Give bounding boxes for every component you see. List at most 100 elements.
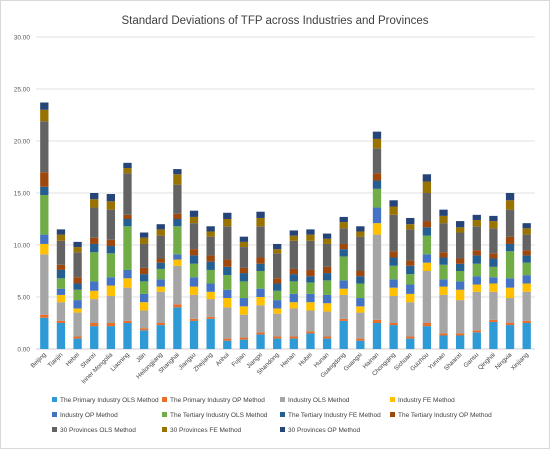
bar-segment xyxy=(173,259,182,266)
legend-label: Industry OLS Method xyxy=(288,397,350,404)
bar-segment xyxy=(189,277,199,287)
bar-segment xyxy=(256,211,265,218)
legend-label: The Primary Industry OLS Method xyxy=(60,397,159,404)
bar-segment xyxy=(73,277,82,284)
bar-segment xyxy=(123,162,132,169)
bar-stack xyxy=(406,217,415,349)
bar-segment xyxy=(406,260,415,266)
bar-segment xyxy=(389,325,398,349)
bar-segment xyxy=(322,273,332,281)
y-tick-label: 20.00 xyxy=(14,138,31,145)
bar-segment xyxy=(406,302,415,337)
bar-segment xyxy=(273,336,282,339)
y-tick-label: 25.00 xyxy=(14,86,31,93)
bar-segment xyxy=(206,299,215,317)
bar-segment xyxy=(239,306,249,315)
bar-stack xyxy=(56,229,66,349)
bar-segment xyxy=(73,289,82,301)
bar-segment xyxy=(372,188,382,208)
bar-stack xyxy=(439,209,448,349)
bar-segment xyxy=(472,255,481,264)
bar-segment xyxy=(372,207,382,224)
bar-segment xyxy=(256,217,265,227)
bar-stack xyxy=(73,241,82,349)
bar-segment xyxy=(40,121,49,173)
bar-segment xyxy=(505,323,515,326)
bar-segment xyxy=(522,275,531,284)
bar-segment xyxy=(239,247,249,268)
bar-segment xyxy=(522,283,531,292)
bar-segment xyxy=(406,338,415,349)
bar-segment xyxy=(455,335,465,349)
bar-segment xyxy=(372,319,382,323)
legend-item: 30 Provinces OLS Method xyxy=(52,427,136,434)
bar-segment xyxy=(472,291,481,331)
bar-segment xyxy=(372,138,382,149)
legend-swatch xyxy=(162,397,167,402)
bar-segment xyxy=(472,220,481,227)
bar-segment xyxy=(273,300,282,309)
bar-segment xyxy=(173,174,182,185)
bar-segment xyxy=(489,321,498,349)
legend-swatch xyxy=(280,427,285,432)
bar-segment xyxy=(339,216,348,223)
bar-segment xyxy=(356,231,365,237)
legend-label: 30 Provinces OLS Method xyxy=(60,427,136,434)
bar-segment xyxy=(306,333,315,349)
bar-segment xyxy=(206,226,215,232)
bar-segment xyxy=(455,232,465,259)
bar-segment xyxy=(189,294,199,319)
bar-segment xyxy=(389,287,398,296)
bar-segment xyxy=(156,286,165,292)
bar-segment xyxy=(372,223,382,235)
bar-segment xyxy=(522,320,531,323)
bar-segment xyxy=(73,300,82,309)
bar-segment xyxy=(389,265,398,280)
bar-segment xyxy=(156,268,165,280)
bar-segment xyxy=(406,336,415,339)
bar-segment xyxy=(339,243,348,250)
bar-segment xyxy=(455,263,465,271)
bar-segment xyxy=(356,338,365,341)
bar-stack xyxy=(123,162,132,349)
bar-segment xyxy=(173,304,182,308)
bar-stack xyxy=(156,224,165,349)
bar-segment xyxy=(339,288,348,295)
bar-segment xyxy=(306,282,315,294)
bar-segment xyxy=(40,317,49,349)
bar-segment xyxy=(522,250,531,256)
bar-segment xyxy=(239,241,249,248)
bar-segment xyxy=(189,249,199,256)
bar-segment xyxy=(223,298,232,308)
bar-segment xyxy=(422,221,432,228)
bar-segment xyxy=(256,334,265,349)
bar-segment xyxy=(356,306,365,313)
bar-segment xyxy=(56,264,66,270)
bar-segment xyxy=(289,230,298,236)
bar-stack xyxy=(139,232,149,349)
bar-segment xyxy=(173,184,182,214)
y-tick-label: 0.00 xyxy=(17,346,30,353)
bar-segment xyxy=(189,320,199,349)
bar-segment xyxy=(289,235,298,241)
y-axis-ticks: 0.00 5.00 10.00 15.00 20.00 25.00 30.00 xyxy=(14,34,31,353)
bar-segment xyxy=(306,240,315,270)
bar-segment xyxy=(289,281,298,294)
bar-segment xyxy=(522,291,531,321)
bar-segment xyxy=(156,323,165,326)
bar-segment xyxy=(90,252,99,282)
legend-swatch xyxy=(162,427,167,432)
bar-segment xyxy=(422,235,432,255)
bar-segment xyxy=(489,215,498,222)
bar-segment xyxy=(139,267,149,275)
bar-segment xyxy=(239,339,249,349)
bar-segment xyxy=(106,239,116,247)
bar-segment xyxy=(206,231,215,237)
bar-segment xyxy=(239,267,249,274)
bar-segment xyxy=(322,243,332,267)
legend: The Primary Industry OLS Method The Prima… xyxy=(52,397,492,434)
bar-segment xyxy=(455,271,465,282)
bar-segment xyxy=(223,275,232,290)
bar-segment xyxy=(173,226,182,255)
bar-segment xyxy=(322,266,332,274)
